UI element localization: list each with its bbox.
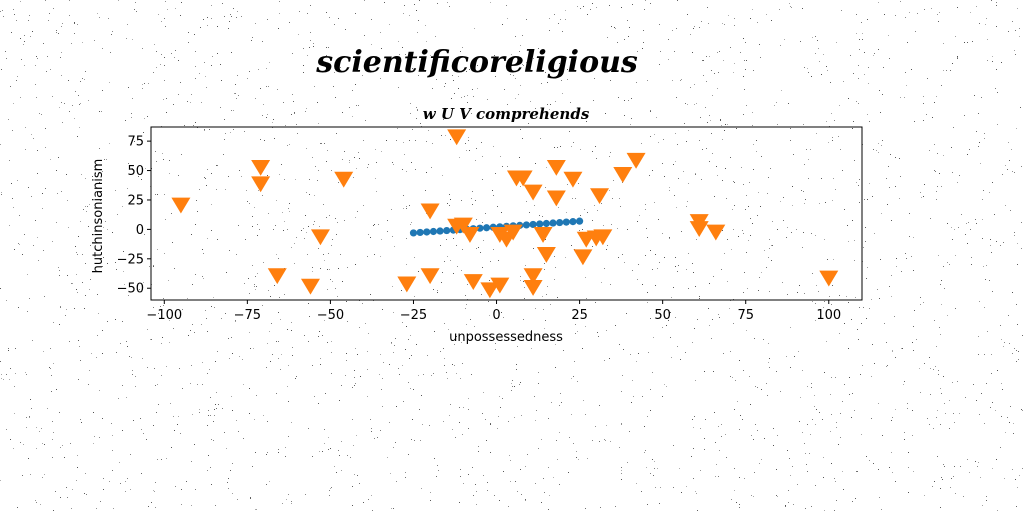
series-layer <box>171 129 839 299</box>
x-tick-label: −25 <box>400 308 427 323</box>
data-point <box>503 224 523 241</box>
data-point <box>429 227 438 236</box>
data-point <box>420 203 440 220</box>
x-tick-label: 50 <box>654 308 671 323</box>
data-point <box>513 170 533 187</box>
data-point <box>460 227 480 243</box>
x-tick-label: 25 <box>571 308 588 323</box>
data-point <box>593 229 613 246</box>
data-point <box>573 249 593 266</box>
axes-frame <box>150 126 863 301</box>
data-point <box>536 220 544 228</box>
x-tick-label: 75 <box>737 308 754 323</box>
y-tick-label: 75 <box>127 135 144 150</box>
plot-area <box>150 126 863 301</box>
y-axis-label: hutchinsonianism <box>91 159 106 274</box>
data-point <box>420 268 440 285</box>
data-point <box>397 276 417 293</box>
data-point <box>436 227 444 235</box>
data-point <box>523 184 543 201</box>
x-tick-label: 100 <box>816 308 841 323</box>
data-point <box>463 274 483 290</box>
y-tick-label: −50 <box>117 282 144 297</box>
y-tick-label: −25 <box>117 252 144 267</box>
series-1 <box>171 129 839 299</box>
data-point <box>706 224 726 241</box>
data-point <box>480 282 500 299</box>
data-point <box>490 277 510 294</box>
data-point <box>626 152 646 169</box>
x-tick-label: −50 <box>317 308 344 323</box>
data-point <box>409 229 418 237</box>
x-axis: −100 −75 −50 −25 0 25 50 75 100 <box>146 300 841 323</box>
data-point <box>334 171 354 188</box>
data-point <box>689 221 709 238</box>
data-point <box>529 220 537 229</box>
y-tick-label: 25 <box>127 193 144 208</box>
data-point <box>443 226 451 235</box>
series-0 <box>409 217 584 237</box>
data-point <box>542 219 550 228</box>
data-point <box>453 217 473 234</box>
data-point <box>522 221 531 229</box>
data-point <box>523 279 543 296</box>
data-point <box>536 247 556 263</box>
data-point <box>613 167 633 183</box>
data-point <box>590 188 610 205</box>
data-point <box>300 278 320 295</box>
data-point <box>549 219 557 227</box>
chart-title: w U V comprehends <box>423 105 590 123</box>
data-point <box>575 217 584 225</box>
data-point <box>310 229 330 246</box>
data-point <box>562 218 570 226</box>
x-axis-label: unpossessedness <box>449 330 563 345</box>
x-tick-label: −100 <box>146 308 182 323</box>
data-point <box>171 197 191 214</box>
data-point <box>546 190 566 207</box>
data-point <box>416 228 424 237</box>
data-point <box>546 159 566 176</box>
data-point <box>447 129 467 146</box>
x-tick-label: −75 <box>234 308 261 323</box>
data-point <box>476 224 484 232</box>
data-point <box>523 268 543 285</box>
x-tick-label: 0 <box>492 308 500 323</box>
data-point <box>251 159 271 176</box>
y-tick-label: 0 <box>136 223 144 238</box>
data-point <box>533 227 553 243</box>
data-point <box>267 268 287 285</box>
data-point <box>563 171 583 188</box>
y-tick-label: 50 <box>127 164 144 179</box>
data-point <box>423 228 431 236</box>
data-point <box>251 176 271 193</box>
data-point <box>569 218 577 226</box>
data-point <box>819 270 839 287</box>
data-point <box>482 224 491 232</box>
y-axis: −50 −25 0 25 50 75 <box>117 135 151 297</box>
data-point <box>556 218 564 227</box>
chart-suptitle: scientificoreligious <box>315 45 638 80</box>
